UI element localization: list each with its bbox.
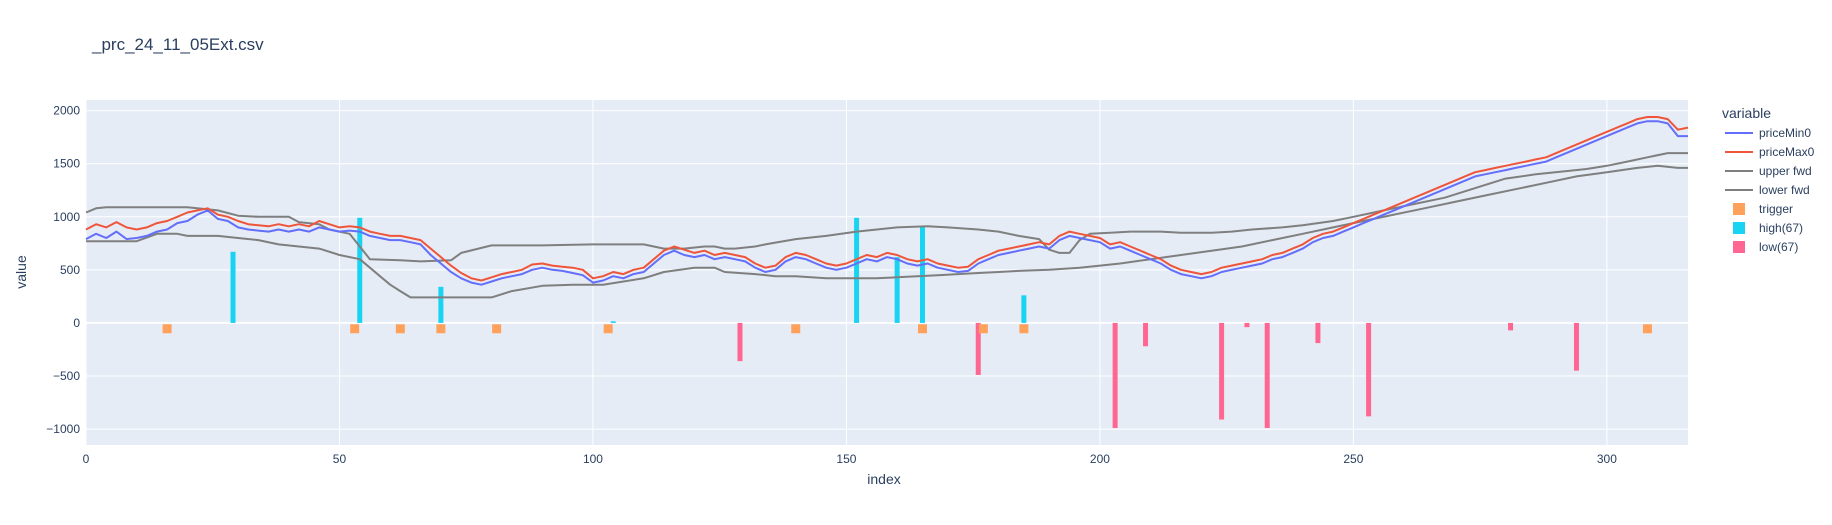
legend-item-pricemin0[interactable]: priceMin0 [1725, 126, 1811, 140]
series-line-lower-fwd [86, 164, 1688, 299]
legend-swatch [1733, 222, 1745, 234]
x-axis-title: index [867, 471, 900, 487]
trigger-marker [603, 324, 613, 334]
bar-high67 [357, 217, 363, 323]
bar-low67 [1244, 322, 1250, 328]
bar-low67 [1366, 322, 1372, 417]
legend-item-trigger[interactable]: trigger [1733, 202, 1793, 216]
legend-item-high-67-[interactable]: high(67) [1733, 221, 1803, 235]
y-tick-label: 1000 [53, 210, 80, 224]
bar-low67 [1143, 322, 1149, 347]
x-tick-label: 0 [83, 452, 90, 466]
y-tick-label: −1000 [46, 422, 80, 436]
bar-low67 [1315, 322, 1321, 344]
bar-high67 [610, 321, 616, 323]
y-tick-label: 1500 [53, 157, 80, 171]
legend-swatch [1733, 203, 1745, 215]
chart-marks [85, 116, 1689, 429]
tick-labels: 0 50 100 150 200 250 300 −1000 −500 0 500 1000 1500 2… [46, 104, 1617, 466]
legend-label: trigger [1759, 202, 1793, 216]
bar-high67 [894, 257, 900, 323]
x-tick-label: 200 [1090, 452, 1110, 466]
bar-high67 [919, 226, 925, 323]
trigger-marker [436, 324, 446, 334]
legend[interactable]: variable priceMin0 priceMax0 upper fwd lowe… [1722, 105, 1815, 254]
y-axis-title: value [13, 255, 29, 289]
legend-swatch [1733, 241, 1745, 253]
legend-label: upper fwd [1759, 164, 1812, 178]
bar-high67 [1021, 295, 1027, 323]
trigger-marker [1019, 324, 1029, 334]
legend-label: high(67) [1759, 221, 1803, 235]
trigger-marker [917, 324, 927, 334]
bar-low67 [975, 322, 981, 375]
trigger-marker [395, 324, 405, 334]
bar-low67 [1264, 322, 1270, 429]
gridlines [85, 100, 1688, 445]
y-tick-label: 500 [60, 263, 80, 277]
legend-title: variable [1722, 105, 1771, 121]
legend-label: low(67) [1759, 240, 1798, 254]
x-tick-label: 150 [836, 452, 856, 466]
bar-high67 [438, 286, 444, 323]
x-tick-label: 250 [1343, 452, 1363, 466]
legend-item-lower-fwd[interactable]: lower fwd [1725, 183, 1810, 197]
bar-low67 [1112, 322, 1118, 429]
y-tick-label: 2000 [53, 104, 80, 118]
legend-label: lower fwd [1759, 183, 1810, 197]
legend-label: priceMax0 [1759, 145, 1815, 159]
bar-low67 [737, 322, 743, 362]
trigger-marker [492, 324, 502, 334]
legend-label: priceMin0 [1759, 126, 1811, 140]
trigger-marker [350, 324, 360, 334]
bar-high67 [854, 217, 860, 323]
x-tick-label: 100 [583, 452, 603, 466]
legend-item-pricemax0[interactable]: priceMax0 [1725, 145, 1815, 159]
trigger-marker [162, 324, 172, 334]
x-tick-label: 50 [333, 452, 347, 466]
x-tick-label: 300 [1597, 452, 1617, 466]
y-tick-label: −500 [53, 369, 80, 383]
series-line-pricemin0 [85, 120, 1688, 286]
trigger-marker [791, 324, 801, 334]
bar-low67 [1219, 322, 1225, 420]
legend-item-upper-fwd[interactable]: upper fwd [1725, 164, 1812, 178]
trigger-marker [1642, 324, 1652, 334]
chart-title: _prc_24_11_05Ext.csv [91, 35, 264, 54]
plot-background [86, 100, 1688, 445]
bar-low67 [1573, 322, 1579, 371]
y-tick-label: 0 [73, 316, 80, 330]
series-line-pricemax0 [85, 116, 1689, 282]
legend-item-low-67-[interactable]: low(67) [1733, 240, 1798, 254]
series-line-upper-fwd [85, 152, 1688, 263]
trigger-marker [978, 324, 988, 334]
bar-low67 [1508, 322, 1514, 331]
bar-high67 [230, 251, 236, 323]
